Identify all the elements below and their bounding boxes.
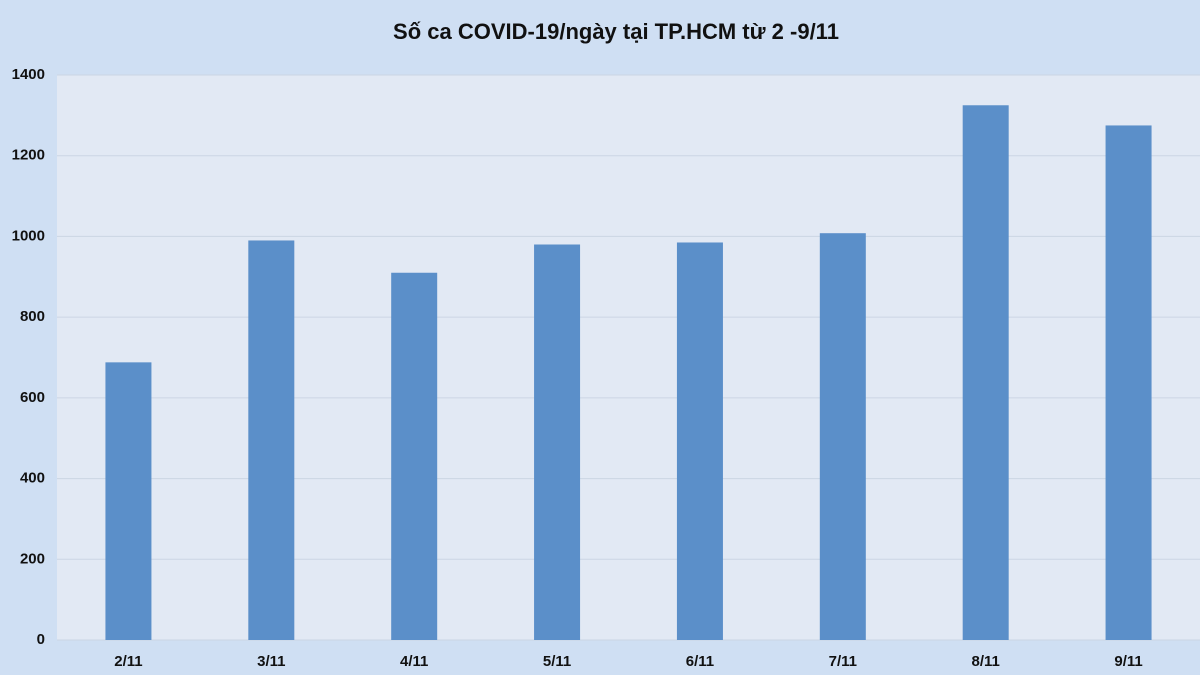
bar	[391, 272, 438, 640]
x-tick-label: 7/11	[829, 653, 857, 670]
y-tick-label: 1400	[12, 66, 45, 83]
y-tick-label: 400	[20, 470, 45, 487]
y-tick-label: 800	[20, 308, 45, 325]
x-tick-label: 8/11	[972, 653, 1000, 670]
bar	[105, 362, 152, 640]
bar	[248, 240, 295, 640]
x-tick-label: 3/11	[257, 653, 285, 670]
bar	[962, 105, 1009, 640]
y-tick-label: 600	[20, 389, 45, 406]
x-tick-label: 5/11	[543, 653, 571, 670]
y-tick-label: 1000	[12, 227, 45, 244]
bar	[819, 233, 866, 640]
x-tick-label: 6/11	[686, 653, 714, 670]
chart-title: Số ca COVID-19/ngày tại TP.HCM từ 2 -9/1…	[393, 19, 839, 44]
y-tick-label: 1200	[12, 147, 45, 164]
x-tick-label: 2/11	[114, 653, 142, 670]
bar	[534, 244, 581, 640]
y-tick-label: 200	[20, 550, 45, 567]
bar	[676, 242, 723, 640]
x-tick-label: 4/11	[400, 653, 428, 670]
y-tick-label: 0	[37, 631, 45, 648]
bar	[1105, 125, 1152, 641]
x-tick-label: 9/11	[1114, 653, 1142, 670]
plot-area	[57, 75, 1200, 640]
